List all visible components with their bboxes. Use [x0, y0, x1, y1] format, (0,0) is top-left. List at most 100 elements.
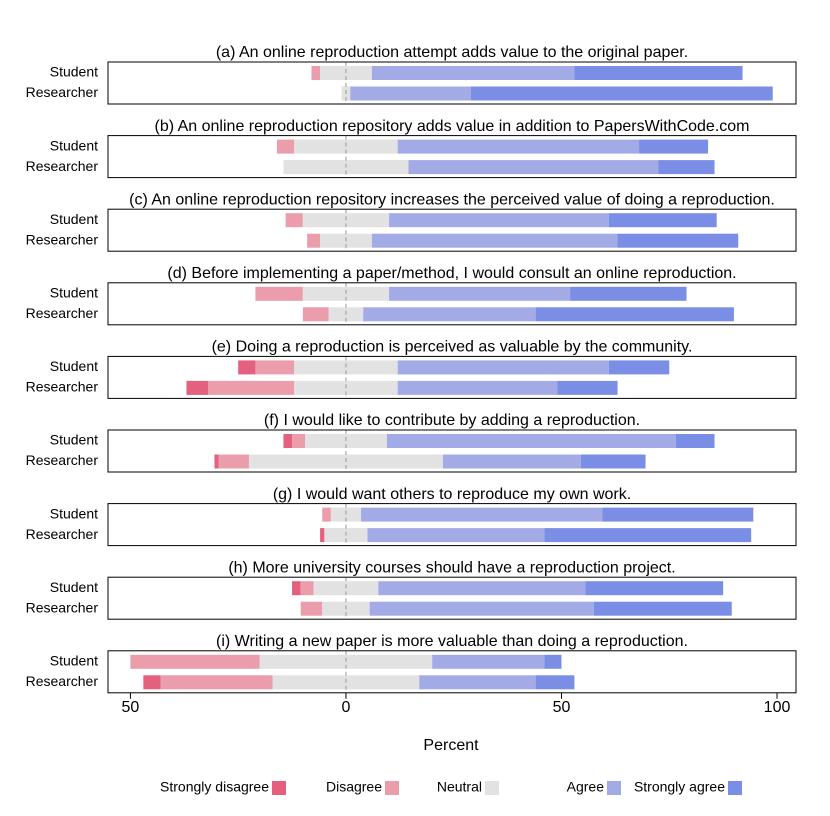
bar-segment [208, 380, 295, 395]
row-label: Student [50, 653, 98, 669]
bar-segment [432, 654, 545, 669]
bar-segment [658, 160, 715, 175]
bar-segment [389, 213, 609, 228]
bar-segment [602, 507, 754, 522]
bar-segment [143, 675, 161, 690]
bar-segment [442, 454, 581, 469]
bar-segment [419, 675, 536, 690]
row-label: Researcher [26, 84, 99, 100]
bar-segment [544, 654, 562, 669]
bar-segment [408, 160, 659, 175]
bar-segment [130, 654, 260, 669]
row-label: Student [50, 211, 98, 227]
panel-title: (f) I would like to contribute by adding… [264, 412, 640, 429]
legend-swatch [385, 781, 399, 795]
row-label: Researcher [26, 305, 99, 321]
row-label: Researcher [26, 158, 99, 174]
row-label: Researcher [26, 231, 99, 247]
bar-segment [292, 581, 301, 596]
bar-segment [580, 454, 646, 469]
row-label: Student [50, 358, 98, 374]
bar-segment [369, 601, 594, 616]
x-axis-label: Percent [423, 737, 479, 754]
bar-segment [302, 307, 329, 322]
bar-segment [322, 507, 331, 522]
row-label: Student [50, 579, 98, 595]
row-label: Student [50, 64, 98, 80]
bar-segment [397, 380, 558, 395]
bar-segment [186, 380, 209, 395]
legend-label: Strongly agree [634, 779, 725, 795]
bar-segment [307, 233, 321, 248]
row-label: Student [50, 137, 98, 153]
bar-segment [386, 434, 676, 448]
bar-segment [283, 434, 293, 448]
bar-segment [363, 307, 536, 322]
legend-label: Disagree [326, 779, 382, 795]
panel-title: (g) I would want others to reproduce my … [273, 486, 631, 503]
row-label: Researcher [26, 452, 99, 468]
panel-box [107, 429, 797, 473]
bar-segment [371, 233, 618, 248]
bar-segment [608, 360, 670, 375]
bar-segment [639, 139, 709, 154]
row-label: Student [50, 432, 98, 448]
panel-title: (e) Doing a reproduction is perceived as… [212, 339, 693, 356]
panel-title: (d) Before implementing a paper/method, … [167, 265, 736, 282]
panel-box [107, 282, 797, 326]
panel-title: (h) More university courses should have … [228, 559, 675, 576]
bar-segment [361, 507, 603, 522]
bar-segment [160, 675, 273, 690]
legend-swatch [607, 781, 621, 795]
x-tick-label: 100 [764, 699, 791, 716]
panel-title: (c) An online reproduction repository in… [129, 191, 775, 208]
row-label: Researcher [26, 379, 99, 395]
x-tick-label: 50 [122, 699, 140, 716]
bar-segment [570, 286, 687, 301]
bar-segment [544, 528, 752, 543]
bar-segment [397, 360, 609, 375]
bar-segment [608, 213, 717, 228]
legend-label: Strongly disagree [160, 779, 269, 795]
bar-segment [320, 528, 325, 543]
bar-segment [371, 66, 575, 80]
bar-segment [585, 581, 724, 596]
bar-segment [378, 581, 586, 596]
panel-title: (a) An online reproduction attempt adds … [216, 44, 688, 61]
bar-segment [218, 454, 249, 469]
row-label: Researcher [26, 526, 99, 542]
bar-segment [574, 66, 743, 80]
bar-segment [535, 675, 575, 690]
bar-segment [238, 360, 256, 375]
bar-segment [470, 86, 773, 101]
bar-segment [276, 139, 295, 154]
panel-box [107, 61, 797, 105]
panel-title: (b) An online reproduction repository ad… [155, 118, 750, 135]
panel-title: (i) Writing a new paper is more valuable… [216, 633, 688, 650]
bar-segment [557, 380, 618, 395]
bar-segment [292, 434, 306, 448]
bar-segment [285, 213, 303, 228]
bar-segment [367, 528, 545, 543]
x-tick-label: 0 [342, 699, 351, 716]
legend-swatch [272, 781, 286, 795]
bar-segment [255, 360, 295, 375]
bar-segment [311, 66, 321, 80]
row-label: Researcher [26, 673, 99, 689]
legend-label: Agree [567, 779, 605, 795]
panel-box [107, 135, 797, 179]
legend-swatch [485, 781, 499, 795]
row-label: Student [50, 505, 98, 521]
x-tick-label: 50 [553, 699, 571, 716]
bar-segment [255, 286, 303, 301]
bar-segment [397, 139, 640, 154]
panel-box [107, 650, 797, 694]
bar-segment [300, 601, 323, 616]
legend-swatch [728, 781, 742, 795]
panel-box [107, 208, 797, 252]
bar-segment [350, 86, 471, 101]
bar-segment [214, 454, 219, 469]
bar-segment [617, 233, 739, 248]
panel-box [107, 576, 797, 620]
